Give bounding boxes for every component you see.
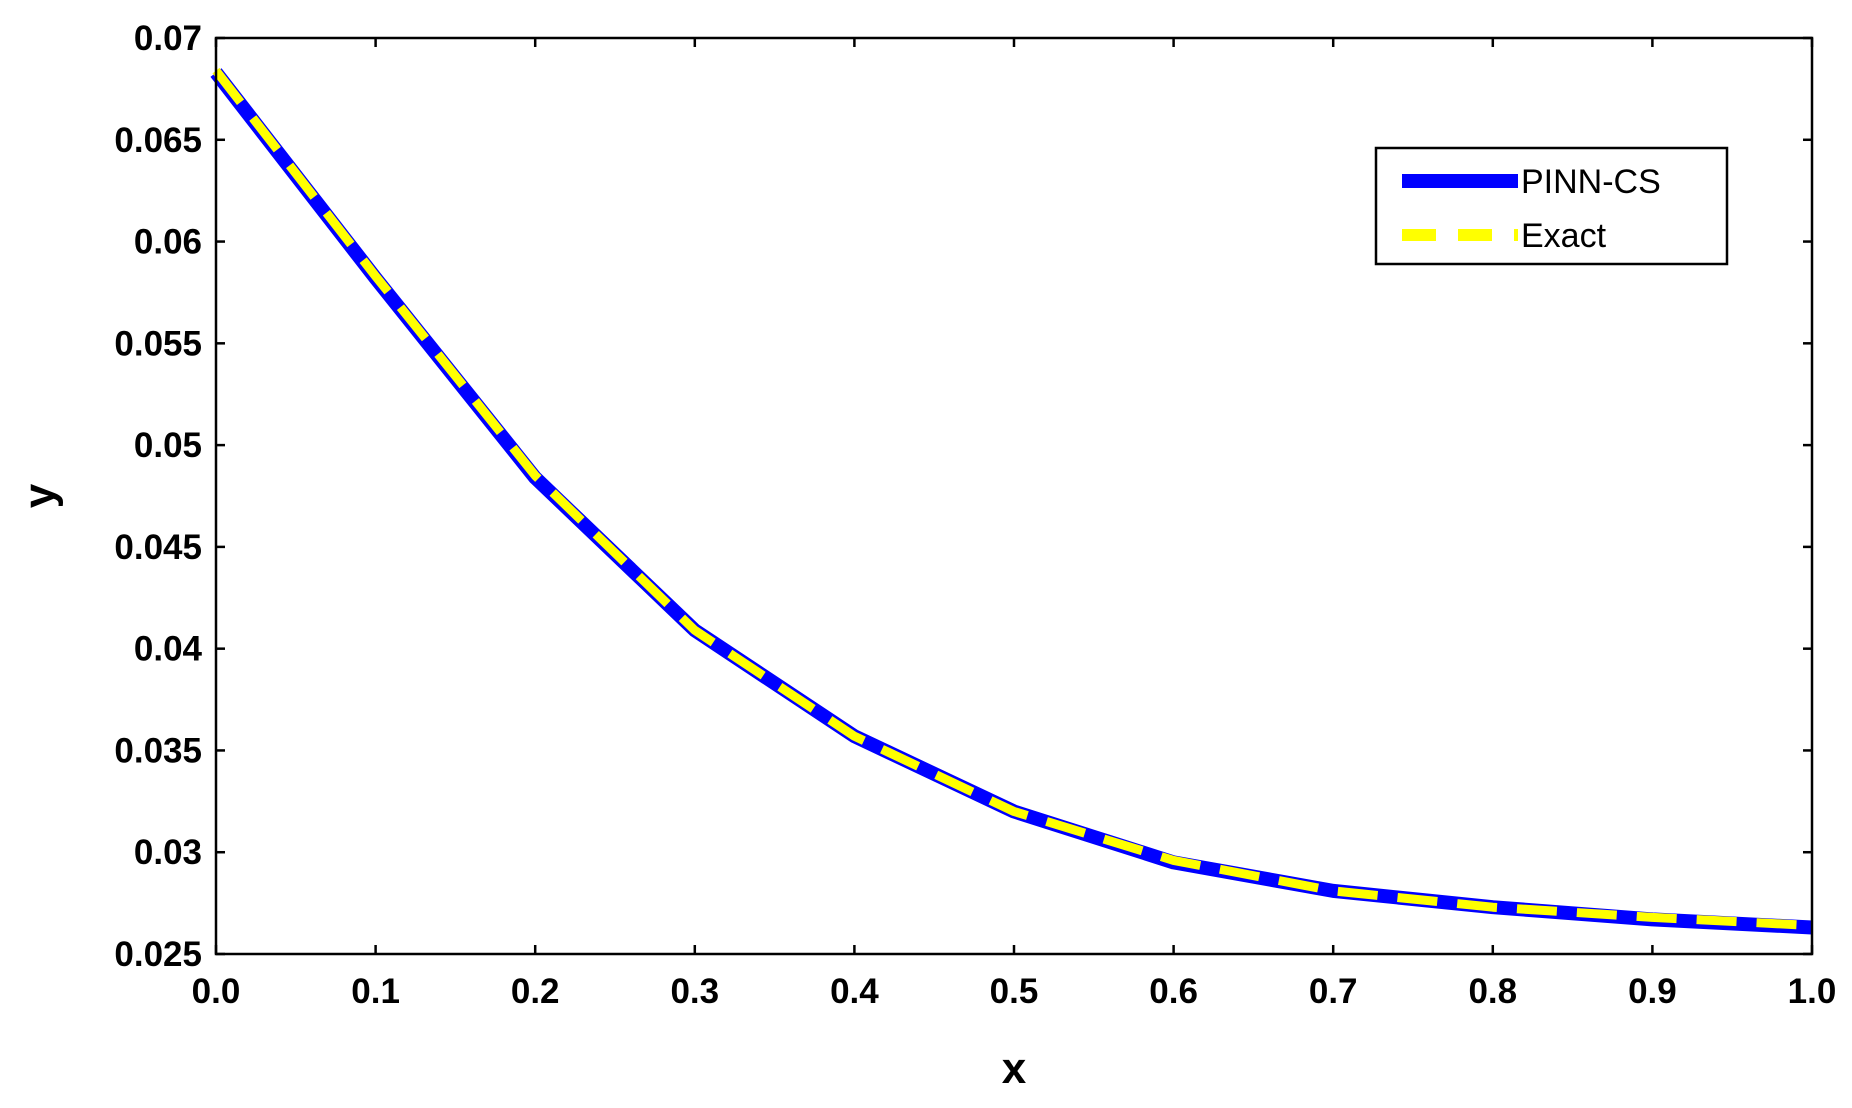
y-tick-label: 0.045 (114, 528, 202, 567)
x-tick-label: 0.1 (351, 972, 400, 1011)
x-tick-label: 0.4 (830, 972, 879, 1011)
series-layer (210, 67, 1813, 935)
series-line-exact (212, 67, 1813, 930)
y-tick-label: 0.03 (134, 833, 202, 872)
tick-layer: 0.0 0.1 0.2 0.3 0.4 0.5 0.6 0.7 0.8 0.9 1.0 0.025 0.… (114, 19, 1836, 1011)
x-tick-label: 0.8 (1468, 972, 1517, 1011)
legend-box (1374, 146, 1729, 266)
x-tick-label: 0.7 (1309, 972, 1358, 1011)
y-tick-label: 0.065 (114, 121, 202, 160)
y-tick-label: 0.06 (134, 223, 202, 262)
legend-label-exact: Exact (1521, 217, 1607, 255)
x-tick-label: 0.5 (990, 972, 1039, 1011)
x-tick-label: 0.9 (1628, 972, 1677, 1011)
y-tick-label: 0.025 (114, 935, 202, 974)
y-tick-label: 0.055 (114, 324, 202, 363)
y-axis-label: y (15, 483, 64, 508)
y-tick-label: 0.04 (134, 630, 203, 669)
x-tick-label: 1.0 (1788, 972, 1837, 1011)
x-tick-label: 0.6 (1149, 972, 1198, 1011)
x-tick-label: 0.2 (511, 972, 560, 1011)
y-tick-label: 0.035 (114, 731, 202, 770)
y-tick-label: 0.07 (134, 19, 202, 58)
x-tick-label: 0.0 (192, 972, 241, 1011)
x-axis-label: x (1002, 1044, 1027, 1093)
legend-label-pinn-cs: PINN-CS (1521, 163, 1661, 201)
x-tick-label: 0.3 (670, 972, 719, 1011)
y-tick-label: 0.05 (134, 426, 202, 465)
legend: PINN-CS Exact (1374, 146, 1729, 266)
